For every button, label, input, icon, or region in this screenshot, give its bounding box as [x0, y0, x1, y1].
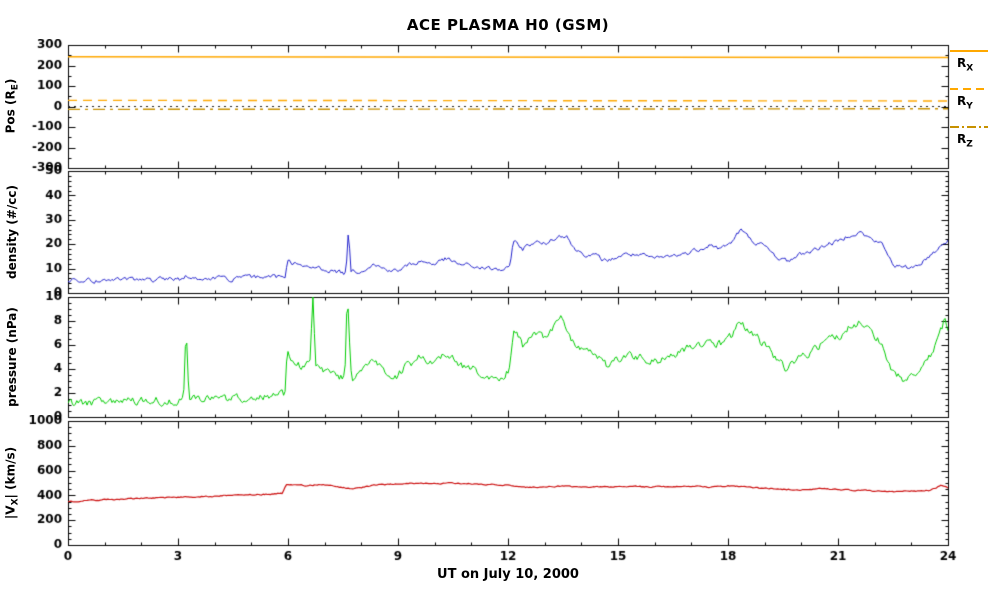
y-axis-label-position: Pos (RE) — [3, 78, 21, 134]
legend-label-rx: RX — [957, 56, 974, 74]
rx-line-sample-icon — [950, 50, 988, 52]
y-axis-label-velocity: |VX| (km/s) — [3, 446, 21, 520]
density-panel-canvas — [0, 165, 993, 301]
legend-item-rz: RZ — [950, 126, 993, 149]
rz-line-sample-icon — [950, 126, 988, 128]
ry-line-sample-icon — [950, 88, 988, 90]
legend-label-rz: RZ — [957, 132, 973, 150]
x-axis-label: UT on July 10, 2000 — [437, 567, 579, 582]
legend-item-rx: RX — [950, 50, 993, 73]
position-panel-canvas — [0, 39, 993, 175]
legend-label-ry: RY — [957, 94, 973, 112]
legend-item-ry: RY — [950, 88, 993, 111]
velocity-panel-canvas — [0, 415, 993, 575]
chart-title: ACE PLASMA H0 (GSM) — [406, 16, 610, 34]
pressure-panel-canvas — [0, 291, 993, 425]
y-axis-label-pressure: pressure (nPa) — [5, 307, 19, 407]
y-axis-label-density: density (#/cc) — [5, 185, 19, 279]
